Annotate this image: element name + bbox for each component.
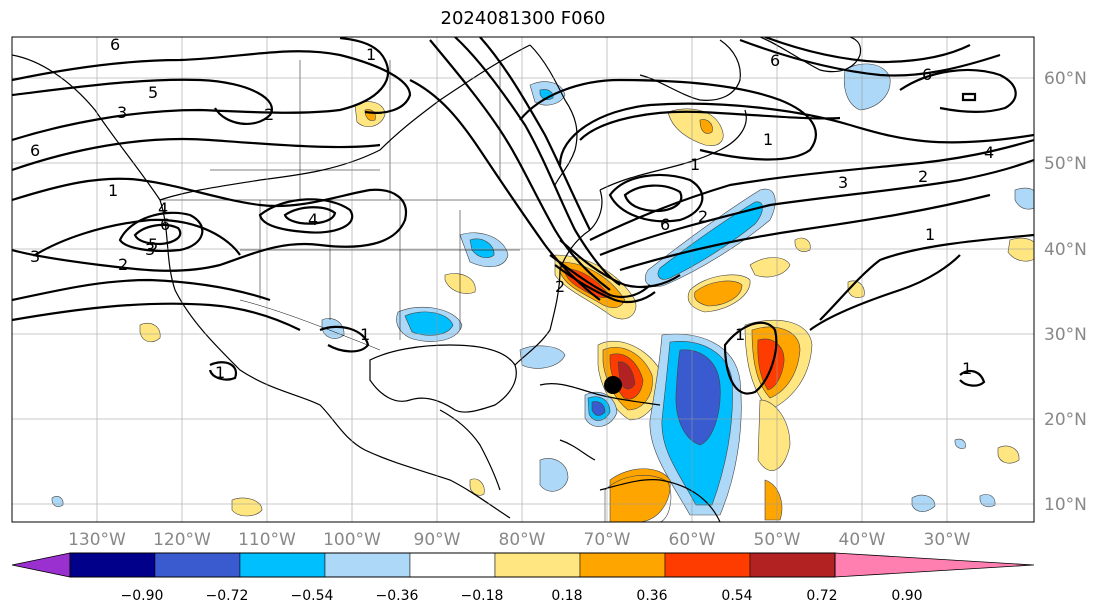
colorbar-tick-label: 0.18 bbox=[551, 588, 582, 604]
lon-label-80w: 80°W bbox=[499, 530, 546, 550]
contour-label: 1 bbox=[763, 130, 773, 149]
colorbar-tick-label: −0.18 bbox=[461, 588, 504, 604]
colorbar-segment bbox=[494, 552, 581, 578]
contour-label: 3 bbox=[145, 240, 155, 259]
contour-label: 2 bbox=[555, 277, 565, 296]
lon-label-120w: 120°W bbox=[153, 530, 211, 550]
map-frame bbox=[11, 36, 1035, 523]
colorbar-segment bbox=[239, 552, 326, 578]
contour-label: 6 bbox=[30, 141, 40, 160]
lat-label-20n: 20°N bbox=[1044, 410, 1087, 430]
lon-label-30w: 30°W bbox=[924, 530, 971, 550]
map-title: 2024081300 F060 bbox=[440, 8, 606, 29]
contour-label: 6 bbox=[160, 215, 170, 234]
colorbar-tick-label: −0.36 bbox=[376, 588, 419, 604]
colorbar-segment bbox=[579, 552, 666, 578]
colorbar: −0.90 −0.72 −0.54 −0.36 −0.18 0.18 0.36 … bbox=[11, 552, 1035, 604]
colorbar-tick-label: −0.54 bbox=[291, 588, 334, 604]
map-background bbox=[12, 37, 1034, 522]
contour-label: 4 bbox=[308, 210, 318, 229]
contour-lines bbox=[12, 37, 1034, 395]
latitude-labels: 60°N 50°N 40°N 30°N 20°N 10°N bbox=[1044, 69, 1087, 515]
contour-label: 6 bbox=[770, 51, 780, 70]
longitude-labels: 130°W 120°W 110°W 100°W 90°W 80°W 70°W 6… bbox=[68, 530, 971, 550]
coastlines bbox=[12, 37, 862, 522]
contour-label: 1 bbox=[366, 45, 376, 64]
colorbar-tick-label: −0.72 bbox=[206, 588, 249, 604]
lat-label-60n: 60°N bbox=[1044, 69, 1087, 89]
contour-label: 1 bbox=[360, 325, 370, 344]
contour-label: 3 bbox=[117, 103, 127, 122]
contour-label: 1 bbox=[962, 359, 972, 378]
lon-label-130w: 130°W bbox=[68, 530, 126, 550]
contour-label: 4 bbox=[158, 199, 168, 218]
storm-center-marker bbox=[604, 376, 622, 394]
lon-label-70w: 70°W bbox=[584, 530, 631, 550]
colorbar-extend-min bbox=[11, 552, 71, 578]
contour-label: 3 bbox=[838, 173, 848, 192]
colorbar-tick-label: 0.36 bbox=[636, 588, 667, 604]
colorbar-segment bbox=[69, 552, 156, 578]
contour-label: 2 bbox=[118, 255, 128, 274]
lon-label-40w: 40°W bbox=[839, 530, 886, 550]
colorbar-segment bbox=[154, 552, 241, 578]
colorbar-tick-label: 0.90 bbox=[891, 588, 922, 604]
contour-label: 5 bbox=[148, 235, 158, 254]
contour-label: 1 bbox=[690, 155, 700, 174]
colorbar-segment bbox=[324, 552, 411, 578]
contour-label: 1 bbox=[108, 181, 118, 200]
contour-label: 2 bbox=[264, 105, 274, 124]
contour-label: 3 bbox=[30, 247, 40, 266]
lon-label-110w: 110°W bbox=[238, 530, 296, 550]
lat-label-40n: 40°N bbox=[1044, 240, 1087, 260]
contour-label: 5 bbox=[148, 83, 158, 102]
colorbar-segment bbox=[749, 552, 836, 578]
lon-label-100w: 100°W bbox=[323, 530, 381, 550]
contour-label: 1 bbox=[925, 225, 935, 244]
lat-label-30n: 30°N bbox=[1044, 325, 1087, 345]
contour-label: 4 bbox=[984, 143, 994, 162]
contour-label: 6 bbox=[922, 65, 932, 84]
lon-label-60w: 60°W bbox=[669, 530, 716, 550]
colorbar-tick-label: 0.72 bbox=[806, 588, 837, 604]
colorbar-segment bbox=[409, 552, 496, 578]
colorbar-tick-label: −0.90 bbox=[121, 588, 164, 604]
contour-label: 1 bbox=[735, 325, 745, 344]
contour-label: 2 bbox=[698, 207, 708, 226]
lon-label-50w: 50°W bbox=[754, 530, 801, 550]
contour-label: 1 bbox=[215, 363, 225, 382]
graticule bbox=[12, 37, 1034, 522]
lon-label-90w: 90°W bbox=[414, 530, 461, 550]
colorbar-segment bbox=[664, 552, 751, 578]
lat-label-50n: 50°N bbox=[1044, 154, 1087, 174]
contour-label: 6 bbox=[660, 215, 670, 234]
contour-label-group: 6 1 2 3 3 5 6 6 4 1 2 3 5 4 1 1 1 1 6 2 … bbox=[30, 35, 994, 382]
contour-label: 2 bbox=[918, 167, 928, 186]
colorbar-outline bbox=[69, 552, 836, 578]
lat-label-10n: 10°N bbox=[1044, 495, 1087, 515]
contour-label: 6 bbox=[110, 35, 120, 54]
colorbar-tick-label: 0.54 bbox=[721, 588, 752, 604]
colorbar-extend-max bbox=[834, 552, 1035, 578]
